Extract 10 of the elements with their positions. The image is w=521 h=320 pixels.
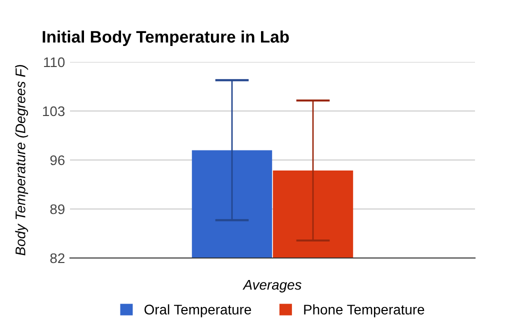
y-tick-label: 110 (44, 57, 65, 68)
x-axis-title: Averages (242, 280, 302, 292)
legend-label: Oral Temperature (144, 304, 252, 318)
legend-label: Phone Temperature (304, 304, 424, 318)
y-tick-label: 103 (43, 106, 65, 116)
y-tick-label: 89 (50, 204, 64, 214)
y-tick-label: 96 (50, 155, 65, 166)
chart-title: Initial Body Temperature in Lab (42, 30, 289, 46)
y-axis-title: Body Temperature (Degrees F) (15, 64, 28, 256)
y-tick-label: 82 (50, 253, 64, 264)
